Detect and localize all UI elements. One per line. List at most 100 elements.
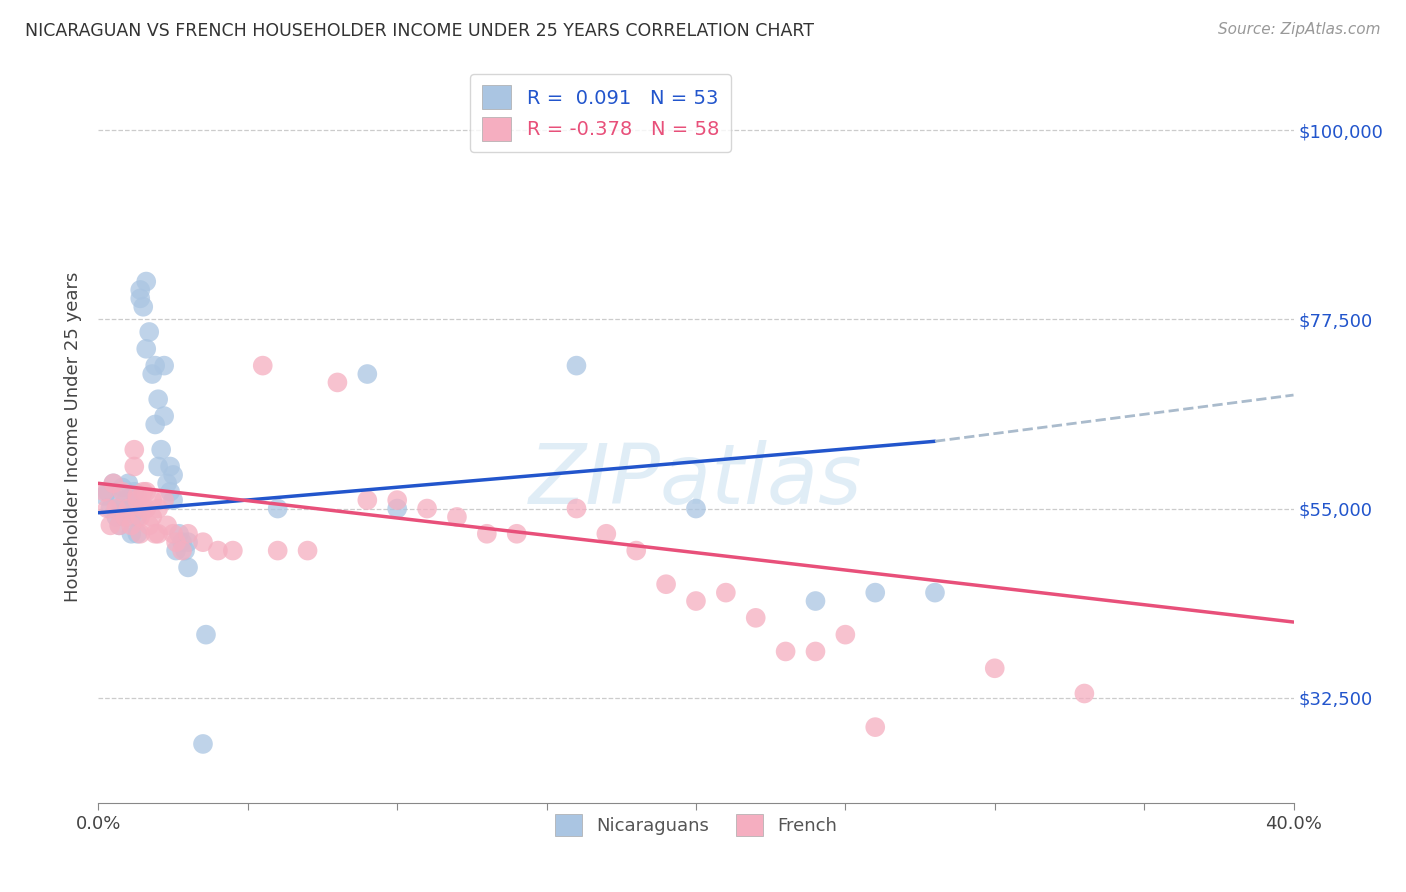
Point xyxy=(143,526,166,541)
Point xyxy=(143,359,166,373)
Point xyxy=(595,526,617,541)
Point xyxy=(1073,686,1095,700)
Point xyxy=(98,518,122,533)
Y-axis label: Householder Income Under 25 years: Householder Income Under 25 years xyxy=(65,272,83,602)
Point xyxy=(141,367,163,381)
Point xyxy=(135,484,157,499)
Point xyxy=(129,291,152,305)
Point xyxy=(93,484,115,499)
Point xyxy=(162,493,184,508)
Point xyxy=(135,342,157,356)
Point xyxy=(356,367,378,381)
Point xyxy=(159,459,181,474)
Point xyxy=(111,484,134,499)
Point xyxy=(135,275,157,289)
Point xyxy=(195,627,218,641)
Point xyxy=(148,526,170,541)
Point xyxy=(98,501,122,516)
Point xyxy=(685,594,707,608)
Point xyxy=(127,493,149,508)
Point xyxy=(129,526,152,541)
Point xyxy=(506,526,529,541)
Point xyxy=(745,611,768,625)
Point xyxy=(141,493,163,508)
Point xyxy=(267,543,290,558)
Point xyxy=(174,543,197,558)
Point xyxy=(172,535,194,549)
Point xyxy=(150,442,173,457)
Point xyxy=(120,518,142,533)
Point xyxy=(105,501,128,516)
Point xyxy=(191,535,214,549)
Point xyxy=(132,501,155,516)
Point xyxy=(96,484,118,499)
Point xyxy=(153,359,176,373)
Point xyxy=(124,501,146,516)
Text: Source: ZipAtlas.com: Source: ZipAtlas.com xyxy=(1218,22,1381,37)
Point xyxy=(252,359,274,373)
Point xyxy=(114,493,136,508)
Point xyxy=(148,459,170,474)
Point xyxy=(111,506,134,520)
Point xyxy=(865,720,887,734)
Point xyxy=(267,501,290,516)
Point xyxy=(626,543,648,558)
Point xyxy=(162,526,184,541)
Point xyxy=(105,510,128,524)
Point xyxy=(385,493,409,508)
Point xyxy=(565,359,588,373)
Point xyxy=(804,644,827,658)
Point xyxy=(446,510,468,524)
Point xyxy=(385,501,409,516)
Point xyxy=(108,518,131,533)
Point xyxy=(297,543,319,558)
Text: NICARAGUAN VS FRENCH HOUSEHOLDER INCOME UNDER 25 YEARS CORRELATION CHART: NICARAGUAN VS FRENCH HOUSEHOLDER INCOME … xyxy=(25,22,814,40)
Point xyxy=(135,501,157,516)
Point xyxy=(96,501,118,516)
Point xyxy=(138,325,160,339)
Point xyxy=(117,501,139,516)
Point xyxy=(775,644,797,658)
Point xyxy=(124,484,146,499)
Point xyxy=(172,543,194,558)
Text: ZIPatlas: ZIPatlas xyxy=(529,441,863,522)
Point xyxy=(165,543,187,558)
Point xyxy=(207,543,229,558)
Point xyxy=(148,392,170,407)
Point xyxy=(685,501,707,516)
Point xyxy=(924,585,946,599)
Point xyxy=(143,417,166,432)
Point xyxy=(326,376,349,390)
Point xyxy=(120,526,142,541)
Point xyxy=(191,737,214,751)
Point xyxy=(117,501,139,516)
Point xyxy=(108,493,131,508)
Point xyxy=(124,442,146,457)
Point xyxy=(127,510,149,524)
Point xyxy=(153,409,176,423)
Point xyxy=(834,627,856,641)
Point xyxy=(162,467,184,482)
Point xyxy=(129,283,152,297)
Point xyxy=(356,493,378,508)
Point xyxy=(148,501,170,516)
Point xyxy=(132,484,155,499)
Point xyxy=(129,510,152,524)
Point xyxy=(114,510,136,524)
Point xyxy=(222,543,245,558)
Point xyxy=(108,518,131,533)
Point xyxy=(111,481,134,495)
Point xyxy=(124,459,146,474)
Point xyxy=(165,535,187,549)
Point xyxy=(117,476,139,491)
Legend: Nicaraguans, French: Nicaraguans, French xyxy=(546,805,846,845)
Point xyxy=(141,510,163,524)
Point xyxy=(655,577,678,591)
Point xyxy=(153,493,176,508)
Point xyxy=(156,518,179,533)
Point xyxy=(159,484,181,499)
Point xyxy=(865,585,887,599)
Point xyxy=(120,510,142,524)
Point xyxy=(103,476,125,491)
Point xyxy=(416,501,439,516)
